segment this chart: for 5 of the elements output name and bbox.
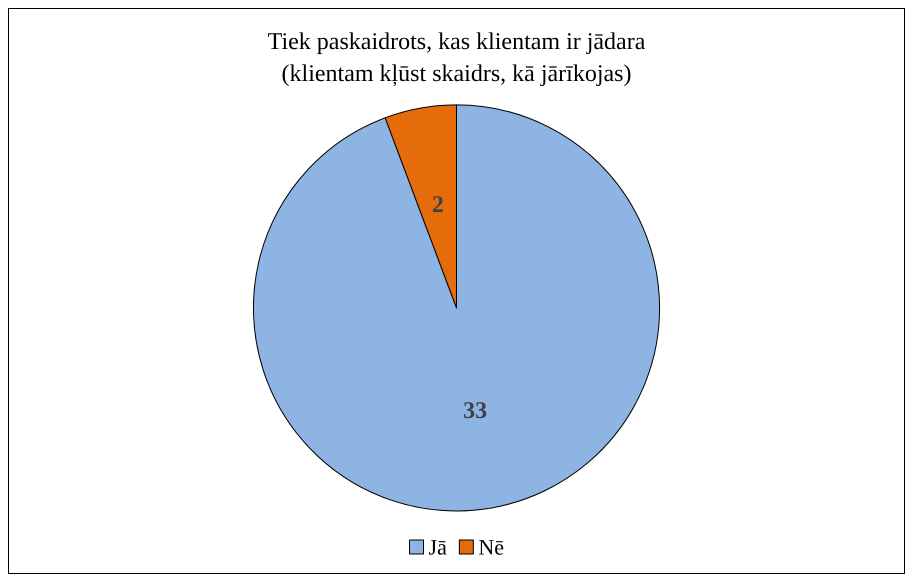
data-label: 33: [463, 398, 488, 424]
legend-label: Jā: [428, 534, 448, 560]
legend-label: Nē: [478, 534, 504, 560]
data-label: 2: [432, 192, 444, 218]
chart-title: Tiek paskaidrots, kas klientam ir jādara (klientam kļūst skaidrs, kā jārīkojas): [268, 29, 646, 87]
